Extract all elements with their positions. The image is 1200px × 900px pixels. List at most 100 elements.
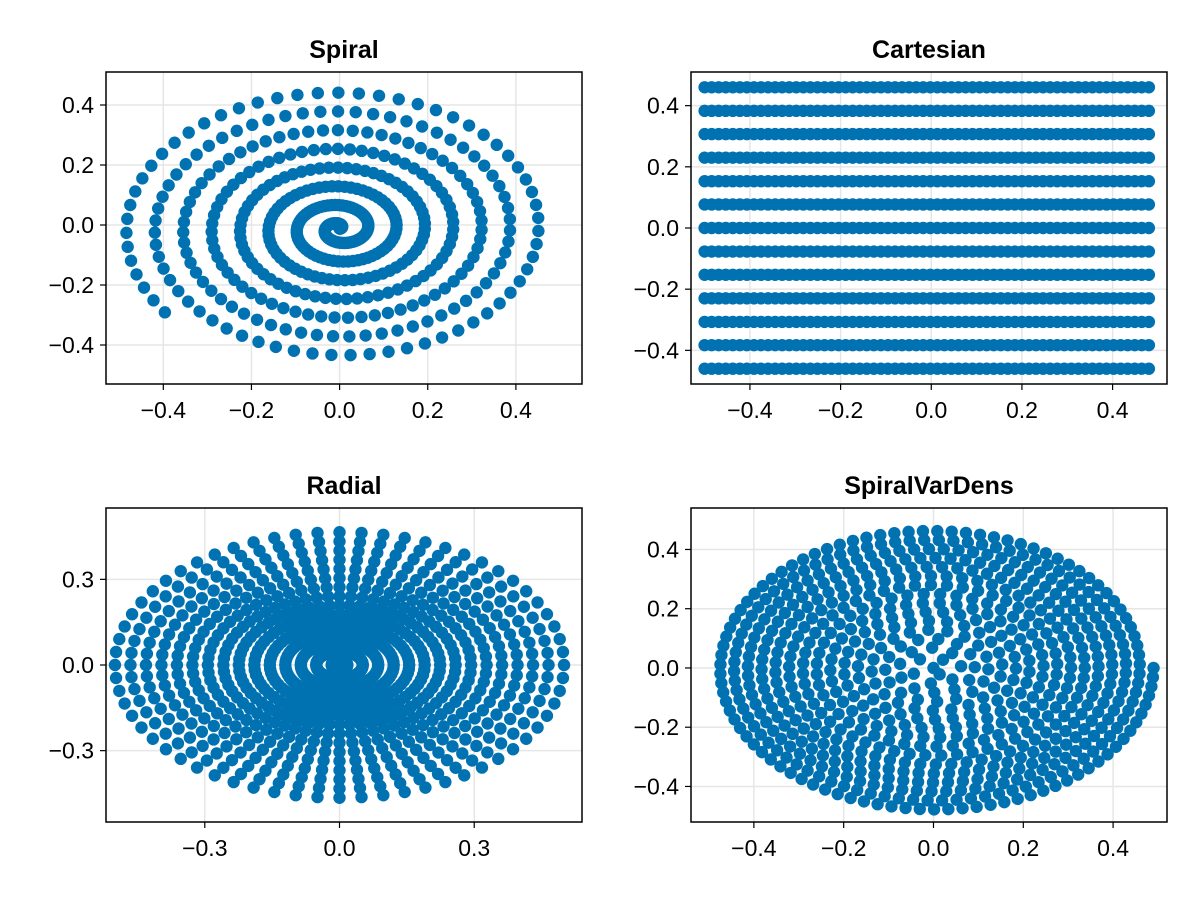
spiralvardens-point xyxy=(933,668,946,681)
radial-point xyxy=(317,754,330,767)
spiralvardens-point xyxy=(1040,627,1053,640)
radial-point xyxy=(177,686,191,700)
radial-point xyxy=(279,655,292,669)
radial-point xyxy=(278,598,291,611)
radial-point xyxy=(504,604,517,618)
spiral-point xyxy=(212,160,225,173)
spiral-point xyxy=(259,135,272,148)
spiral-point xyxy=(203,168,216,181)
spiralvardens-point xyxy=(828,755,841,768)
radial-point xyxy=(431,549,445,563)
radial-point xyxy=(218,590,231,604)
radial-point xyxy=(207,719,221,733)
spiralvardens-frame xyxy=(690,507,1168,823)
radial-title: Radial xyxy=(306,472,381,500)
spiralvardens-point xyxy=(825,653,838,666)
spiral-point xyxy=(383,110,397,124)
radial-ytick-label: 0.0 xyxy=(62,652,94,678)
spiral-point xyxy=(151,202,165,215)
radial-point xyxy=(318,745,332,758)
radial-point xyxy=(426,591,440,604)
spiralvardens-point xyxy=(811,593,824,606)
spiral-point xyxy=(246,140,259,153)
radial-point xyxy=(406,723,419,736)
spiral-point xyxy=(456,141,470,154)
radial-point xyxy=(109,671,123,685)
spiralvardens-point xyxy=(912,633,925,647)
spiral-point xyxy=(156,190,169,203)
spiralvardens-point xyxy=(1095,737,1109,751)
spiralvardens-point xyxy=(782,660,796,673)
cartesian-panel: Cartesian −0.4 −0.2 0.0 0.2 0.4 −0.4 −0.2 0.0 0.… xyxy=(634,36,1168,423)
spiralvardens-point xyxy=(1060,774,1074,787)
radial-point xyxy=(417,751,430,765)
spiral-point xyxy=(436,154,449,167)
spiral-point xyxy=(163,273,177,287)
radial-point xyxy=(311,790,324,804)
spiralvardens-point xyxy=(857,683,871,696)
spiralvardens-point xyxy=(848,635,862,648)
spiralvardens-point xyxy=(959,554,972,567)
radial-point xyxy=(556,671,570,685)
radial-ytick-label: 0.3 xyxy=(62,566,94,592)
spiralvardens-point xyxy=(969,613,983,627)
spiralvardens-point xyxy=(981,712,994,725)
spiral-point xyxy=(279,109,292,123)
spiralvardens-point xyxy=(985,578,999,592)
spiralvardens-point xyxy=(874,528,887,542)
radial-point xyxy=(538,634,551,648)
spiralvardens-point xyxy=(959,526,973,540)
spiralvardens-point xyxy=(758,613,771,626)
spiralvardens-point xyxy=(748,587,761,600)
radial-point xyxy=(350,763,364,776)
spiral-point xyxy=(490,138,503,152)
radial-point xyxy=(349,754,362,767)
radial-point xyxy=(323,599,336,612)
spiralvardens-point xyxy=(797,564,811,577)
spiral-point xyxy=(170,168,183,181)
radial-point xyxy=(186,650,200,663)
spiralvardens-point xyxy=(1003,544,1016,557)
radial-point xyxy=(553,684,566,698)
radial-point xyxy=(139,658,153,672)
spiralvardens-point xyxy=(975,538,989,551)
spiralvardens-point xyxy=(981,548,994,561)
radial-point xyxy=(479,667,493,680)
radial-point xyxy=(459,733,472,746)
radial-point xyxy=(125,670,138,684)
radial-point xyxy=(271,590,284,603)
radial-point xyxy=(397,601,411,615)
spiral-ytick-label: −0.2 xyxy=(49,272,94,298)
spiral-ytick-label: 0.0 xyxy=(62,212,94,238)
radial-xtick-label: −0.3 xyxy=(182,835,227,861)
radial-point xyxy=(448,726,461,740)
spiralvardens-point xyxy=(897,765,910,778)
spiral-point xyxy=(301,308,315,321)
radial-point xyxy=(531,596,544,609)
spiralvardens-point xyxy=(951,562,964,575)
radial-point xyxy=(344,590,358,603)
spiral-point xyxy=(361,291,374,304)
cartesian-xtick-label: 0.2 xyxy=(1006,397,1038,423)
spiral-point xyxy=(438,282,452,295)
radial-ticks: −0.3 0.0 0.3 −0.3 0.0 0.3 xyxy=(49,566,491,861)
spiral-point xyxy=(310,328,324,342)
spiralvardens-point xyxy=(1099,629,1113,642)
spiralvardens-point xyxy=(730,683,743,697)
radial-point xyxy=(198,605,211,618)
spiralvardens-point xyxy=(799,646,812,659)
spiralvardens-point xyxy=(1012,589,1025,602)
radial-point xyxy=(318,572,332,585)
radial-point xyxy=(436,733,449,746)
spiralvardens-point xyxy=(901,589,914,602)
spiralvardens-point xyxy=(855,745,868,758)
radial-point xyxy=(333,718,346,731)
radial-point xyxy=(168,699,182,712)
spiralvardens-point xyxy=(1097,696,1110,710)
spiralvardens-point xyxy=(1110,721,1124,735)
spiralvardens-point xyxy=(785,617,798,631)
spiralvardens-point xyxy=(892,581,906,594)
spiral-point xyxy=(325,348,338,362)
radial-point xyxy=(220,577,233,590)
spiral-point xyxy=(501,149,515,162)
